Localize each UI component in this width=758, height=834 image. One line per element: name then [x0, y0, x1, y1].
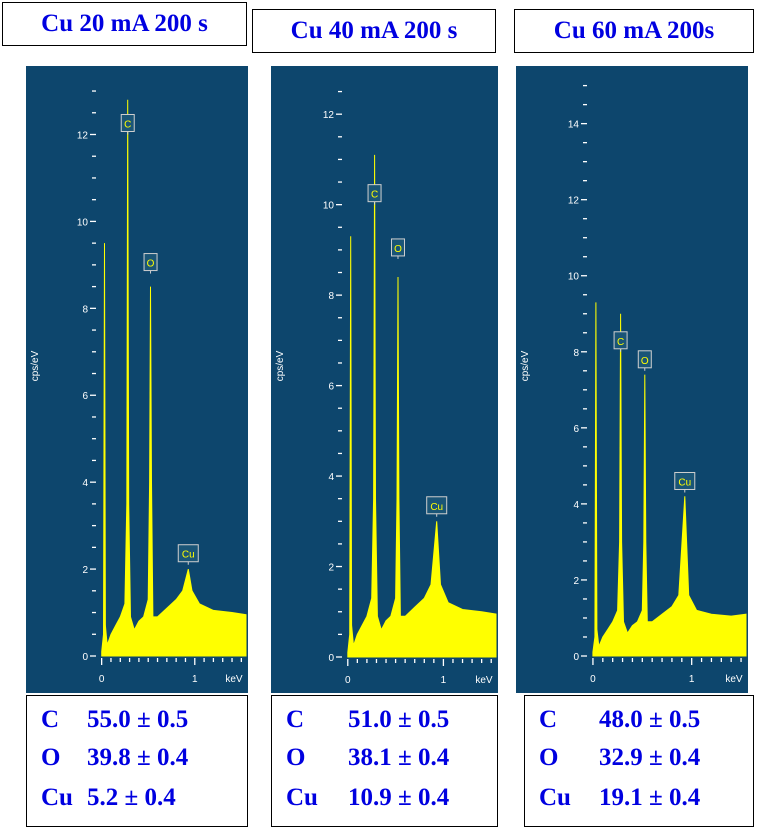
composition-row-carbon: C 48.0 ± 0.5 — [539, 706, 700, 734]
y-tick-label: 12 — [77, 130, 89, 141]
x-axis-label: keV — [475, 675, 493, 686]
y-tick-label: 10 — [323, 201, 335, 212]
element-value: 48.0 ± 0.5 — [599, 706, 701, 733]
y-tick-label: 4 — [328, 472, 334, 483]
spectrum-panel-2: 0 2 4 6 8 10 12 0 1 keV cps/eV C O Cu — [271, 66, 498, 693]
y-tick-label: 8 — [82, 304, 88, 315]
composition-box-3: C 48.0 ± 0.5 O 32.9 ± 0.4 Cu 19.1 ± 0.4 — [524, 695, 754, 827]
spectrum-chart-1: 0 2 4 6 8 10 12 0 1 keV cps/eV C O Cu — [30, 90, 247, 685]
y-tick-label: 6 — [82, 391, 88, 402]
spectrum-panel-3: 0 2 4 6 8 10 12 14 0 1 keV cps/eV C O Cu — [516, 66, 748, 693]
y-tick-label: 10 — [568, 272, 580, 283]
element-label: O — [286, 744, 306, 771]
peak-label-o: O — [147, 259, 155, 270]
peak-label-o: O — [641, 356, 649, 367]
x-tick-label: 1 — [689, 674, 695, 685]
element-label: C — [41, 706, 60, 733]
element-label: O — [41, 744, 61, 771]
y-axis-label: cps/eV — [30, 350, 41, 381]
x-tick-label: 0 — [345, 675, 351, 686]
peak-label-c: C — [124, 119, 131, 130]
composition-row-carbon: C 55.0 ± 0.5 — [41, 706, 188, 734]
y-tick-label: 8 — [328, 291, 334, 302]
element-value: 51.0 ± 0.5 — [348, 706, 450, 733]
y-tick-label: 10 — [77, 217, 89, 228]
y-tick-label: 12 — [568, 196, 580, 207]
element-label: O — [539, 744, 559, 771]
x-tick-label: 0 — [590, 674, 596, 685]
y-tick-label: 2 — [82, 565, 88, 576]
peak-label-cu: Cu — [678, 477, 691, 488]
composition-box-2: C 51.0 ± 0.5 O 38.1 ± 0.4 Cu 10.9 ± 0.4 — [271, 695, 498, 827]
spectrum-panel-1: 0 2 4 6 8 10 12 0 1 keV cps/eV C O Cu — [26, 66, 248, 693]
peak-label-cu: Cu — [430, 502, 443, 513]
y-axis-label: cps/eV — [275, 350, 286, 381]
y-axis-label: cps/eV — [520, 350, 531, 381]
y-tick-label: 0 — [328, 653, 334, 664]
panel-2-title: Cu 40 mA 200 s — [252, 9, 496, 53]
peak-label-o: O — [394, 244, 402, 255]
element-label: C — [286, 706, 305, 733]
element-label: Cu — [41, 784, 73, 811]
x-tick-label: 1 — [192, 674, 198, 685]
y-tick-label: 4 — [573, 500, 579, 511]
peak-label-cu: Cu — [182, 550, 195, 561]
panel-3-title: Cu 60 mA 200s — [514, 9, 754, 53]
y-tick-label: 4 — [82, 478, 88, 489]
y-tick-label: 8 — [573, 348, 579, 359]
composition-row-copper: Cu 5.2 ± 0.4 — [41, 784, 176, 812]
y-tick-label: 0 — [82, 652, 88, 663]
y-tick-label: 14 — [568, 120, 580, 131]
composition-box-1: C 55.0 ± 0.5 O 39.8 ± 0.4 Cu 5.2 ± 0.4 — [26, 695, 248, 827]
composition-row-oxygen: O 32.9 ± 0.4 — [539, 744, 700, 772]
y-tick-label: 2 — [573, 576, 579, 587]
composition-row-carbon: C 51.0 ± 0.5 — [286, 706, 449, 734]
x-axis-label: keV — [725, 674, 743, 685]
spectrum-area — [592, 302, 747, 657]
element-value: 19.1 ± 0.4 — [599, 784, 701, 811]
panel-1-title: Cu 20 mA 200 s — [2, 2, 247, 46]
y-tick-label: 6 — [573, 424, 579, 435]
composition-row-oxygen: O 39.8 ± 0.4 — [41, 744, 188, 772]
spectrum-area — [347, 154, 497, 658]
y-tick-label: 2 — [328, 563, 334, 574]
y-tick-label: 0 — [573, 652, 579, 663]
element-value: 5.2 ± 0.4 — [87, 784, 176, 811]
element-value: 55.0 ± 0.5 — [87, 706, 189, 733]
y-tick-label: 12 — [323, 110, 335, 121]
x-axis-label: keV — [225, 674, 243, 685]
element-label: Cu — [286, 784, 318, 811]
element-value: 39.8 ± 0.4 — [87, 744, 189, 771]
element-value: 32.9 ± 0.4 — [599, 744, 701, 771]
element-value: 38.1 ± 0.4 — [348, 744, 450, 771]
element-value: 10.9 ± 0.4 — [348, 784, 450, 811]
peak-label-box — [177, 544, 199, 563]
composition-row-copper: Cu 10.9 ± 0.4 — [286, 784, 449, 812]
composition-row-copper: Cu 19.1 ± 0.4 — [539, 784, 700, 812]
x-tick-label: 0 — [99, 674, 105, 685]
y-tick-label: 6 — [328, 382, 334, 393]
spectrum-chart-2: 0 2 4 6 8 10 12 0 1 keV cps/eV C O Cu — [275, 90, 497, 686]
peak-label-c: C — [617, 337, 624, 348]
x-tick-label: 1 — [441, 675, 447, 686]
element-label: C — [539, 706, 558, 733]
spectrum-area — [101, 99, 247, 657]
peak-label-c: C — [371, 190, 378, 201]
element-label: Cu — [539, 784, 571, 811]
composition-row-oxygen: O 38.1 ± 0.4 — [286, 744, 449, 772]
spectrum-chart-3: 0 2 4 6 8 10 12 14 0 1 keV cps/eV C O Cu — [520, 84, 747, 685]
